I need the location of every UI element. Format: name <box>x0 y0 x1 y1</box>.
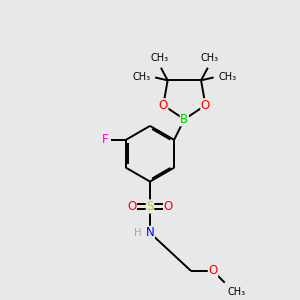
Text: CH₃: CH₃ <box>228 287 246 297</box>
Text: CH₃: CH₃ <box>200 53 218 63</box>
Text: B: B <box>180 113 188 126</box>
Text: CH₃: CH₃ <box>218 72 236 82</box>
Text: H: H <box>134 228 142 238</box>
Text: O: O <box>201 99 210 112</box>
Text: F: F <box>102 133 109 146</box>
Text: O: O <box>127 200 136 213</box>
Text: O: O <box>208 264 217 278</box>
Text: CH₃: CH₃ <box>150 53 169 63</box>
Text: S: S <box>146 200 154 213</box>
Text: O: O <box>159 99 168 112</box>
Text: O: O <box>164 200 173 213</box>
Text: N: N <box>146 226 154 239</box>
Text: CH₃: CH₃ <box>133 72 151 82</box>
